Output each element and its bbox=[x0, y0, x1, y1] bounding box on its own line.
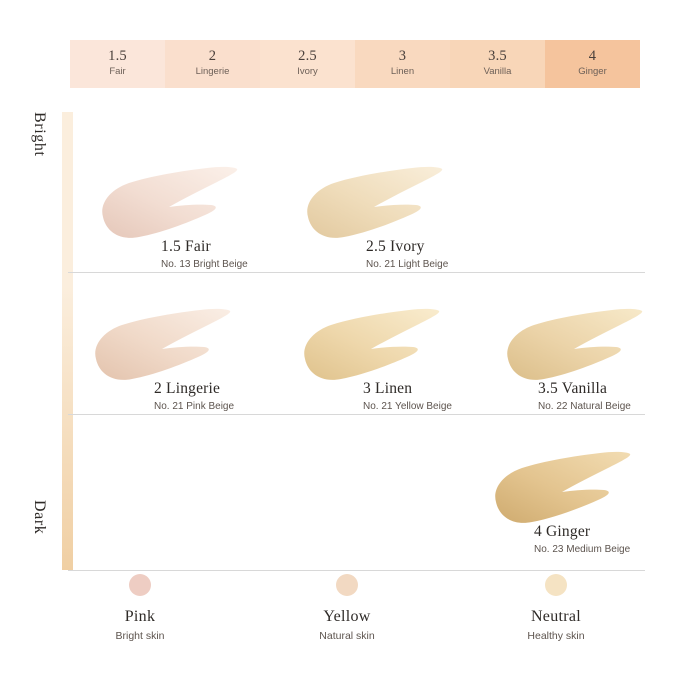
swatch-subtitle: No. 21 Pink Beige bbox=[154, 400, 235, 412]
undertone-pink[interactable]: Pink Bright skin bbox=[70, 574, 210, 643]
undertone-subtitle: Healthy skin bbox=[527, 629, 585, 642]
swatch-subtitle: No. 21 Light Beige bbox=[366, 258, 449, 270]
axis-label-dark: Dark bbox=[31, 500, 48, 535]
smear-icon bbox=[300, 165, 446, 243]
axis-label-bright: Bright bbox=[31, 112, 48, 157]
swatch-caption: 1.5 Fair No. 13 Bright Beige bbox=[161, 238, 248, 272]
smear-icon bbox=[88, 307, 234, 385]
swatch-title: 2.5 Ivory bbox=[366, 238, 425, 255]
swatch-title: 2 Lingerie bbox=[154, 380, 221, 397]
swatch-caption: 2.5 Ivory No. 21 Light Beige bbox=[366, 238, 448, 272]
shade-number: 2.5 bbox=[298, 48, 317, 65]
swatch-subtitle: No. 22 Natural Beige bbox=[538, 400, 631, 412]
shade-bar: 1.5 Fair 2 Lingerie 2.5 Ivory 3 Linen 3.… bbox=[70, 40, 640, 88]
swatch-ivory[interactable]: 2.5 Ivory No. 21 Light Beige bbox=[300, 165, 448, 270]
undertone-subtitle: Bright skin bbox=[115, 629, 165, 642]
shade-number: 4 bbox=[588, 48, 597, 65]
shade-cell-fair[interactable]: 1.5 Fair bbox=[70, 40, 165, 88]
shade-number: 3 bbox=[398, 48, 407, 65]
shade-name: Ginger bbox=[578, 65, 607, 77]
swatch-caption: 3.5 Vanilla No. 22 Natural Beige bbox=[538, 380, 631, 414]
smear-icon bbox=[488, 450, 634, 528]
swatch-caption: 3 Linen No. 21 Yellow Beige bbox=[363, 380, 452, 414]
shade-number: 2 bbox=[208, 48, 217, 65]
undertone-dot-icon bbox=[545, 574, 567, 596]
swatch-subtitle: No. 21 Yellow Beige bbox=[363, 400, 452, 412]
shade-name: Ivory bbox=[297, 65, 318, 77]
undertone-neutral[interactable]: Neutral Healthy skin bbox=[486, 574, 626, 643]
swatch-ginger[interactable]: 4 Ginger No. 23 Medium Beige bbox=[488, 450, 634, 555]
smear-icon bbox=[500, 307, 646, 385]
shade-cell-vanilla[interactable]: 3.5 Vanilla bbox=[450, 40, 545, 88]
undertone-name: Yellow bbox=[323, 608, 371, 625]
smear-icon bbox=[95, 165, 241, 243]
swatch-title: 3.5 Vanilla bbox=[538, 380, 608, 397]
undertone-dot-icon bbox=[336, 574, 358, 596]
swatch-caption: 2 Lingerie No. 21 Pink Beige bbox=[154, 380, 234, 414]
shade-cell-ginger[interactable]: 4 Ginger bbox=[545, 40, 640, 88]
swatch-lingerie[interactable]: 2 Lingerie No. 21 Pink Beige bbox=[88, 307, 234, 412]
swatch-title: 4 Ginger bbox=[534, 523, 591, 540]
shade-name: Linen bbox=[390, 65, 415, 77]
undertone-subtitle: Natural skin bbox=[319, 629, 375, 642]
row-divider bbox=[68, 414, 645, 415]
row-divider bbox=[68, 570, 645, 571]
swatch-title: 3 Linen bbox=[363, 380, 413, 397]
shade-number: 1.5 bbox=[108, 48, 127, 65]
swatch-linen[interactable]: 3 Linen No. 21 Yellow Beige bbox=[297, 307, 452, 412]
undertone-name: Neutral bbox=[530, 608, 582, 625]
shade-name: Fair bbox=[109, 65, 126, 77]
shade-cell-lingerie[interactable]: 2 Lingerie bbox=[165, 40, 260, 88]
shade-name: Lingerie bbox=[195, 65, 230, 77]
row-divider bbox=[68, 272, 645, 273]
undertone-name: Pink bbox=[124, 608, 156, 625]
swatch-subtitle: No. 23 Medium Beige bbox=[534, 543, 631, 555]
swatch-vanilla[interactable]: 3.5 Vanilla No. 22 Natural Beige bbox=[500, 307, 646, 412]
swatch-fair[interactable]: 1.5 Fair No. 13 Bright Beige bbox=[95, 165, 248, 270]
swatch-caption: 4 Ginger No. 23 Medium Beige bbox=[534, 523, 630, 557]
shade-cell-ivory[interactable]: 2.5 Ivory bbox=[260, 40, 355, 88]
smear-icon bbox=[297, 307, 443, 385]
brightness-axis-bar bbox=[62, 112, 73, 570]
shade-cell-linen[interactable]: 3 Linen bbox=[355, 40, 450, 88]
shade-number: 3.5 bbox=[488, 48, 507, 65]
undertone-dot-icon bbox=[129, 574, 151, 596]
swatch-title: 1.5 Fair bbox=[161, 238, 211, 255]
swatch-subtitle: No. 13 Bright Beige bbox=[161, 258, 248, 270]
shade-name: Vanilla bbox=[483, 65, 512, 77]
undertone-yellow[interactable]: Yellow Natural skin bbox=[277, 574, 417, 643]
